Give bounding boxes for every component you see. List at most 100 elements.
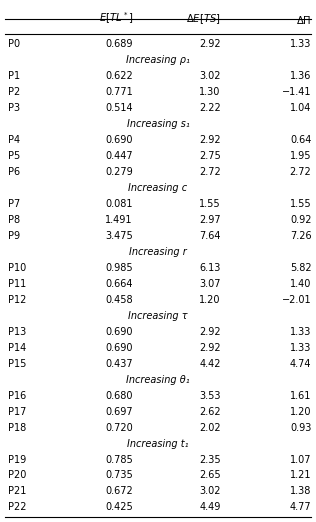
Text: 0.081: 0.081 [106,199,133,209]
Text: 1.95: 1.95 [290,151,312,161]
Text: 1.04: 1.04 [290,103,312,113]
Text: P12: P12 [8,295,26,305]
Text: P14: P14 [8,342,26,353]
Text: P16: P16 [8,390,26,400]
Text: 7.26: 7.26 [290,231,312,241]
Text: 0.690: 0.690 [106,342,133,353]
Text: P2: P2 [8,87,20,97]
Text: 2.92: 2.92 [199,327,221,337]
Text: 2.62: 2.62 [199,407,221,417]
Text: 1.33: 1.33 [290,342,312,353]
Text: 7.64: 7.64 [199,231,221,241]
Text: 1.40: 1.40 [290,279,312,289]
Text: P5: P5 [8,151,20,161]
Text: P22: P22 [8,503,26,513]
Text: 0.771: 0.771 [105,87,133,97]
Text: 2.92: 2.92 [199,135,221,145]
Text: 3.02: 3.02 [199,71,221,81]
Text: P21: P21 [8,487,26,496]
Text: 2.72: 2.72 [199,167,221,177]
Text: 3.53: 3.53 [199,390,221,400]
Text: 1.30: 1.30 [199,87,221,97]
Text: P4: P4 [8,135,20,145]
Text: 0.690: 0.690 [106,327,133,337]
Text: 1.491: 1.491 [106,215,133,225]
Text: P15: P15 [8,359,26,369]
Text: 4.77: 4.77 [290,503,312,513]
Text: −2.01: −2.01 [282,295,312,305]
Text: P17: P17 [8,407,26,417]
Text: 1.20: 1.20 [290,407,312,417]
Text: P18: P18 [8,422,26,433]
Text: 1.55: 1.55 [199,199,221,209]
Text: 0.664: 0.664 [106,279,133,289]
Text: 1.33: 1.33 [290,327,312,337]
Text: 4.74: 4.74 [290,359,312,369]
Text: 1.36: 1.36 [290,71,312,81]
Text: 0.425: 0.425 [105,503,133,513]
Text: 0.680: 0.680 [106,390,133,400]
Text: 0.447: 0.447 [105,151,133,161]
Text: P0: P0 [8,39,20,49]
Text: P7: P7 [8,199,20,209]
Text: 2.72: 2.72 [290,167,312,177]
Text: Increasing t₁: Increasing t₁ [127,438,189,448]
Text: Increasing τ: Increasing τ [128,311,188,321]
Text: 0.279: 0.279 [105,167,133,177]
Text: Increasing r: Increasing r [129,247,187,257]
Text: P10: P10 [8,263,26,273]
Text: 0.92: 0.92 [290,215,312,225]
Text: $\Delta\Pi$: $\Delta\Pi$ [296,14,312,26]
Text: P1: P1 [8,71,20,81]
Text: $\Delta E[TS]$: $\Delta E[TS]$ [186,12,221,26]
Text: 0.690: 0.690 [106,135,133,145]
Text: 0.720: 0.720 [105,422,133,433]
Text: $E[TL^*]$: $E[TL^*]$ [99,10,133,26]
Text: 1.21: 1.21 [290,470,312,480]
Text: 0.458: 0.458 [105,295,133,305]
Text: 5.82: 5.82 [290,263,312,273]
Text: 1.07: 1.07 [290,455,312,465]
Text: 1.20: 1.20 [199,295,221,305]
Text: 1.61: 1.61 [290,390,312,400]
Text: 0.735: 0.735 [105,470,133,480]
Text: P11: P11 [8,279,26,289]
Text: 3.475: 3.475 [105,231,133,241]
Text: Increasing θ₁: Increasing θ₁ [126,375,190,385]
Text: 0.93: 0.93 [290,422,312,433]
Text: 2.65: 2.65 [199,470,221,480]
Text: 1.38: 1.38 [290,487,312,496]
Text: 3.02: 3.02 [199,487,221,496]
Text: 0.672: 0.672 [105,487,133,496]
Text: 0.64: 0.64 [290,135,312,145]
Text: P20: P20 [8,470,26,480]
Text: Increasing ρ₁: Increasing ρ₁ [126,55,190,65]
Text: P9: P9 [8,231,20,241]
Text: P3: P3 [8,103,20,113]
Text: 2.92: 2.92 [199,39,221,49]
Text: 0.689: 0.689 [106,39,133,49]
Text: 0.622: 0.622 [105,71,133,81]
Text: 4.42: 4.42 [199,359,221,369]
Text: 1.33: 1.33 [290,39,312,49]
Text: 0.785: 0.785 [105,455,133,465]
Text: 2.22: 2.22 [199,103,221,113]
Text: 2.35: 2.35 [199,455,221,465]
Text: 4.49: 4.49 [199,503,221,513]
Text: 0.514: 0.514 [105,103,133,113]
Text: 2.75: 2.75 [199,151,221,161]
Text: P6: P6 [8,167,20,177]
Text: 0.697: 0.697 [105,407,133,417]
Text: 2.92: 2.92 [199,342,221,353]
Text: 3.07: 3.07 [199,279,221,289]
Text: P19: P19 [8,455,26,465]
Text: Increasing c: Increasing c [128,183,188,193]
Text: 2.02: 2.02 [199,422,221,433]
Text: 1.55: 1.55 [290,199,312,209]
Text: 0.985: 0.985 [105,263,133,273]
Text: −1.41: −1.41 [282,87,312,97]
Text: P8: P8 [8,215,20,225]
Text: 0.437: 0.437 [105,359,133,369]
Text: P13: P13 [8,327,26,337]
Text: 2.97: 2.97 [199,215,221,225]
